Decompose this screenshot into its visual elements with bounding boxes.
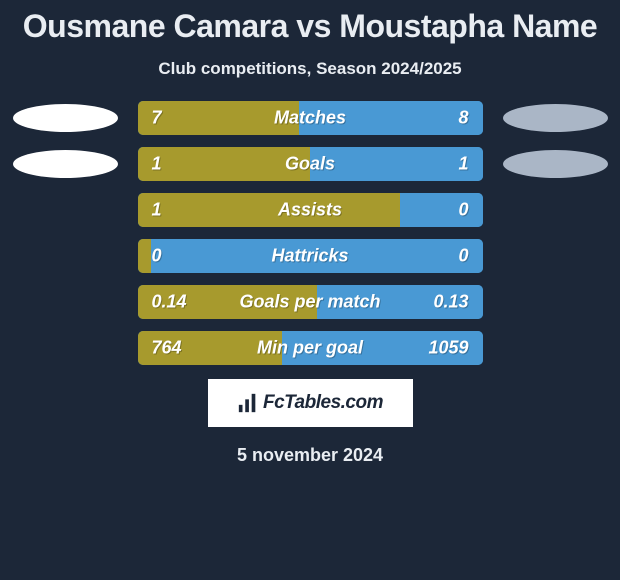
comparison-infographic: Ousmane Camara vs Moustapha Name Club co…	[0, 0, 620, 580]
stat-row: 0 0 Hattricks	[0, 239, 620, 273]
stat-bar: 0.14 0.13 Goals per match	[138, 285, 483, 319]
stat-row: 7 8 Matches	[0, 101, 620, 135]
stat-left-value: 0.14	[152, 292, 187, 313]
stat-row: 1 1 Goals	[0, 147, 620, 181]
stat-bar: 0 0 Hattricks	[138, 239, 483, 273]
stat-bar: 764 1059 Min per goal	[138, 331, 483, 365]
player-left-avatar	[13, 150, 118, 178]
stat-row: 764 1059 Min per goal	[0, 331, 620, 365]
stat-bar-left-fill	[138, 239, 152, 273]
stat-right-value: 1	[458, 154, 468, 175]
player-right-avatar	[503, 150, 608, 178]
stat-label: Hattricks	[271, 246, 348, 267]
stat-bar: 1 0 Assists	[138, 193, 483, 227]
stat-bar: 7 8 Matches	[138, 101, 483, 135]
stat-bar-right-fill	[310, 147, 483, 181]
stat-label: Goals per match	[239, 292, 380, 313]
footer-date: 5 november 2024	[237, 445, 383, 466]
stat-right-value: 0	[458, 200, 468, 221]
stats-list: 7 8 Matches 1 1 Goals 1 0 Assists 0 0 Hattricks 0.14…	[0, 101, 620, 365]
stat-left-value: 7	[152, 108, 162, 129]
stat-bar-left-fill	[138, 193, 400, 227]
brand-badge: FcTables.com	[208, 379, 413, 427]
player-right-avatar	[503, 104, 608, 132]
stat-right-value: 1059	[428, 338, 468, 359]
stat-bar: 1 1 Goals	[138, 147, 483, 181]
stat-right-value: 0	[458, 246, 468, 267]
player-left-avatar	[13, 104, 118, 132]
stat-label: Matches	[274, 108, 346, 129]
page-subtitle: Club competitions, Season 2024/2025	[158, 59, 461, 79]
stat-left-value: 764	[152, 338, 182, 359]
stat-label: Goals	[285, 154, 335, 175]
stat-left-value: 1	[152, 154, 162, 175]
stat-left-value: 1	[152, 200, 162, 221]
page-title: Ousmane Camara vs Moustapha Name	[23, 8, 597, 45]
stat-label: Min per goal	[257, 338, 363, 359]
brand-text: FcTables.com	[263, 392, 383, 414]
stat-row: 1 0 Assists	[0, 193, 620, 227]
stat-row: 0.14 0.13 Goals per match	[0, 285, 620, 319]
brand-bars-icon	[237, 392, 259, 414]
stat-left-value: 0	[152, 246, 162, 267]
stat-label: Assists	[278, 200, 342, 221]
stat-bar-right-fill	[400, 193, 483, 227]
stat-right-value: 8	[458, 108, 468, 129]
stat-right-value: 0.13	[433, 292, 468, 313]
